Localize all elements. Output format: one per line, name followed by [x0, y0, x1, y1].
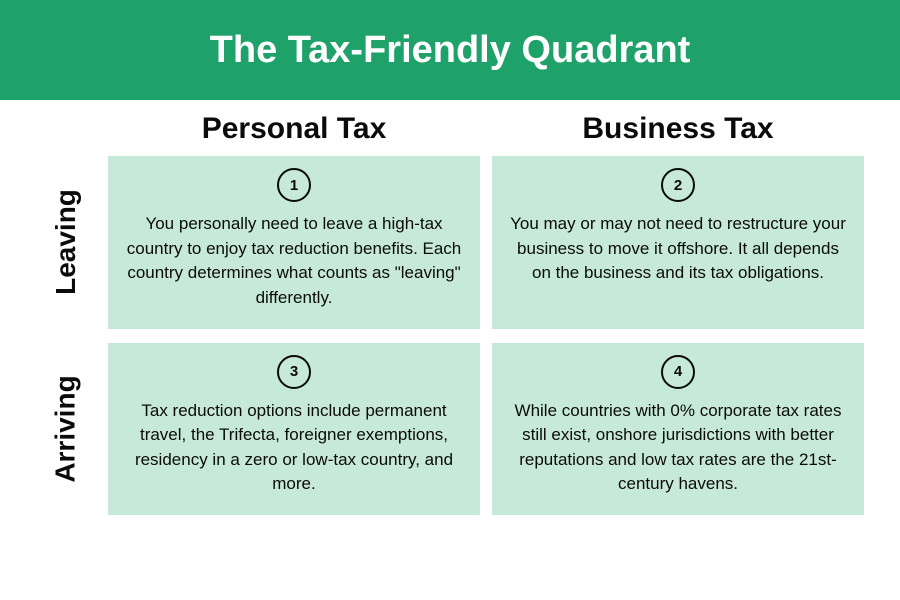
card-2: 2 You may or may not need to restructure…	[492, 156, 864, 329]
card-2-text: You may or may not need to restructure y…	[510, 212, 846, 286]
row-leaving: Leaving 1 You personally need to leave a…	[36, 156, 864, 329]
card-4: 4 While countries with 0% corporate tax …	[492, 343, 864, 516]
col-header-personal: Personal Tax	[108, 112, 480, 146]
column-headers: Personal Tax Business Tax	[36, 112, 864, 146]
card-2-badge: 2	[661, 168, 695, 202]
card-1-badge: 1	[277, 168, 311, 202]
row-label-arriving: Arriving	[36, 343, 96, 516]
card-3-text: Tax reduction options include permanent …	[126, 399, 462, 498]
row-label-leaving: Leaving	[36, 156, 96, 329]
card-3-badge: 3	[277, 355, 311, 389]
row-label-arriving-text: Arriving	[50, 375, 82, 482]
card-1-text: You personally need to leave a high-tax …	[126, 212, 462, 311]
row-arriving: Arriving 3 Tax reduction options include…	[36, 343, 864, 516]
page-title: The Tax-Friendly Quadrant	[210, 29, 691, 72]
quadrant-grid: Personal Tax Business Tax Leaving 1 You …	[0, 100, 900, 515]
card-4-text: While countries with 0% corporate tax ra…	[510, 399, 846, 498]
card-3: 3 Tax reduction options include permanen…	[108, 343, 480, 516]
corner-spacer	[36, 112, 96, 146]
card-1: 1 You personally need to leave a high-ta…	[108, 156, 480, 329]
row-label-leaving-text: Leaving	[50, 189, 82, 295]
col-header-business: Business Tax	[492, 112, 864, 146]
card-4-badge: 4	[661, 355, 695, 389]
header-banner: The Tax-Friendly Quadrant	[0, 0, 900, 100]
